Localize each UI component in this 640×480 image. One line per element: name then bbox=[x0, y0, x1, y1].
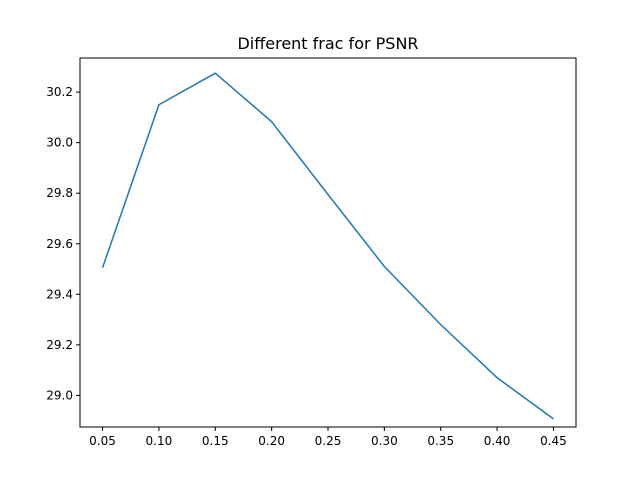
y-tick-label-0: 29.0 bbox=[46, 388, 73, 402]
chart-title: Different frac for PSNR bbox=[237, 34, 418, 53]
x-tick-label-5: 0.30 bbox=[371, 434, 398, 448]
y-tick-label-6: 30.2 bbox=[46, 85, 73, 99]
x-axis: 0.05 0.10 0.15 0.20 0.25 0.30 0.35 0.40 0.45 bbox=[89, 427, 567, 448]
x-tick-label-6: 0.35 bbox=[427, 434, 454, 448]
series-line-0 bbox=[101, 72, 554, 420]
x-tick-label-0: 0.05 bbox=[89, 434, 116, 448]
y-tick-label-2: 29.4 bbox=[46, 287, 73, 301]
x-tick-label-1: 0.10 bbox=[146, 434, 173, 448]
y-axis: 29.0 29.2 29.4 29.6 29.8 30.0 30.2 bbox=[46, 85, 80, 402]
series-layer bbox=[101, 72, 554, 420]
x-tick-label-7: 0.40 bbox=[484, 434, 511, 448]
x-tick-label-3: 0.20 bbox=[258, 434, 285, 448]
axes-frame bbox=[79, 57, 577, 428]
y-tick-label-4: 29.8 bbox=[46, 186, 73, 200]
x-tick-label-2: 0.15 bbox=[202, 434, 229, 448]
y-tick-label-3: 29.6 bbox=[46, 237, 73, 251]
y-tick-label-1: 29.2 bbox=[46, 338, 73, 352]
x-tick-label-4: 0.25 bbox=[315, 434, 342, 448]
x-tick-label-8: 0.45 bbox=[540, 434, 567, 448]
y-tick-label-5: 30.0 bbox=[46, 136, 73, 150]
